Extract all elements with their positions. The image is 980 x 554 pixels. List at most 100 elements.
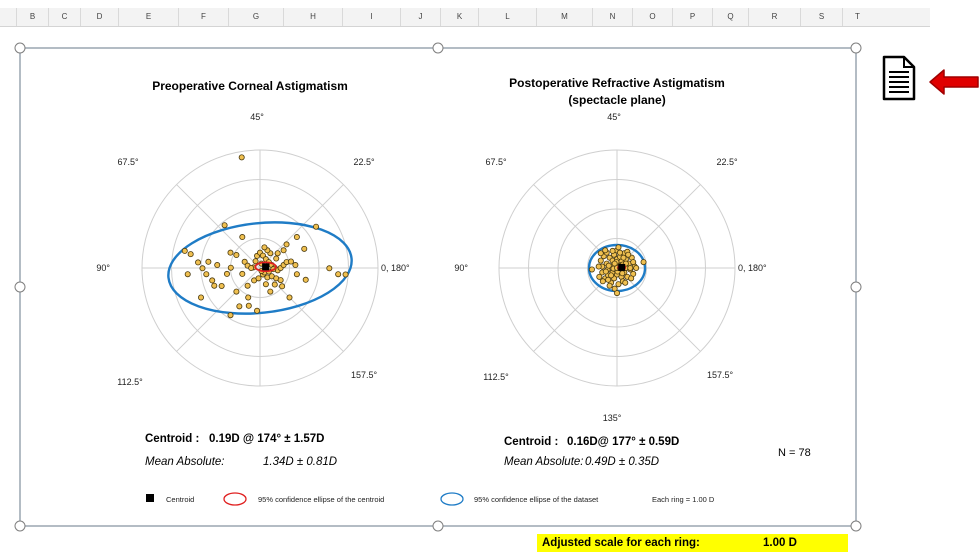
data-point	[630, 259, 637, 266]
selection-handle[interactable]	[432, 520, 444, 532]
angle-label: 0, 180°	[381, 263, 410, 273]
data-point	[218, 282, 225, 289]
data-point	[605, 276, 612, 283]
adjusted-scale-value: 1.00 D	[763, 537, 797, 549]
column-header-g[interactable]: G	[228, 8, 283, 26]
data-point	[286, 294, 293, 301]
data-point	[254, 307, 261, 314]
data-point	[301, 245, 308, 252]
selection-handle[interactable]	[850, 520, 862, 532]
data-point	[238, 154, 245, 161]
column-header-b[interactable]: B	[16, 8, 48, 26]
column-header-i[interactable]: I	[342, 8, 400, 26]
legend-centroid-label: Centroid	[166, 495, 194, 504]
legend-ring-scale: Each ring = 1.00 D	[652, 495, 715, 504]
angle-label: 22.5°	[716, 157, 738, 167]
column-header-r[interactable]: R	[748, 8, 800, 26]
left-polar-plot: 0, 180° 22.5° 45° 67.5° 90° 112.5° 157.5°	[96, 112, 410, 387]
data-confidence-ellipse	[167, 221, 353, 315]
chart-frame[interactable]	[19, 47, 857, 527]
data-point	[313, 223, 320, 230]
data-point	[640, 259, 647, 266]
column-header-o[interactable]: O	[632, 8, 672, 26]
data-point	[608, 272, 615, 279]
adjusted-scale-label: Adjusted scale for each ring:	[542, 537, 700, 549]
data-point	[197, 294, 204, 301]
angle-label: 90°	[454, 263, 468, 273]
column-header-k[interactable]: K	[440, 8, 478, 26]
column-header-n[interactable]: N	[592, 8, 632, 26]
selection-handles[interactable]	[14, 42, 862, 532]
column-header-d[interactable]: D	[80, 8, 118, 26]
data-point	[342, 271, 349, 278]
data-point	[274, 250, 281, 257]
column-header-m[interactable]: M	[536, 8, 592, 26]
data-point	[602, 247, 609, 254]
column-header-h[interactable]: H	[283, 8, 342, 26]
angle-label: 112.5°	[117, 377, 143, 387]
data-point	[209, 277, 216, 284]
data-point	[602, 268, 609, 275]
data-point	[279, 283, 286, 290]
selection-handle[interactable]	[14, 281, 26, 293]
selection-handle[interactable]	[14, 520, 26, 532]
legend-centroid-ellipse-marker	[223, 492, 247, 506]
angle-label: 112.5°	[483, 372, 509, 382]
data-point	[267, 288, 274, 295]
angle-label: 135°	[603, 413, 622, 423]
column-header-l[interactable]: L	[478, 8, 536, 26]
adjusted-scale-box: Adjusted scale for each ring: 1.00 D	[537, 534, 848, 552]
angle-label: 45°	[607, 112, 621, 122]
data-point	[239, 234, 246, 241]
centroid-confidence-ellipse	[254, 261, 277, 273]
data-point	[606, 282, 613, 289]
column-header-q[interactable]: Q	[712, 8, 748, 26]
angle-label: 0, 180°	[738, 263, 767, 273]
data-point	[248, 264, 255, 271]
column-header-p[interactable]: P	[672, 8, 712, 26]
angle-label: 45°	[250, 112, 264, 122]
column-header-c[interactable]: C	[48, 8, 80, 26]
angle-label: 67.5°	[117, 157, 139, 167]
selection-handle[interactable]	[850, 281, 862, 293]
data-point	[622, 279, 629, 286]
angle-label: 67.5°	[485, 157, 507, 167]
data-point	[283, 241, 290, 248]
polar-spoke	[176, 184, 261, 269]
data-point	[619, 270, 626, 277]
data-point	[203, 271, 210, 278]
angle-label: 22.5°	[353, 157, 375, 167]
document-icon[interactable]	[882, 55, 916, 101]
column-header-s[interactable]: S	[800, 8, 842, 26]
data-point	[609, 247, 616, 254]
arrow-left-icon	[929, 69, 979, 95]
data-point	[293, 271, 300, 278]
data-point	[214, 262, 221, 269]
column-header-t[interactable]: T	[842, 8, 872, 26]
right-polar-plot: 0, 180° 22.5° 45° 67.5° 90° 112.5° 135° 157.5°	[454, 112, 767, 423]
data-point	[302, 276, 309, 283]
selection-handle[interactable]	[432, 42, 444, 54]
column-header-j[interactable]: J	[400, 8, 440, 26]
data-point	[597, 257, 604, 264]
right-centroid-value: 0.16D@ 177° ± 0.59D	[567, 436, 679, 448]
legend-data-ellipse-marker	[440, 492, 464, 506]
column-header-f[interactable]: F	[178, 8, 228, 26]
data-point	[241, 258, 248, 265]
data-point	[273, 255, 280, 262]
data-point	[292, 262, 299, 269]
right-mean-label: Mean Absolute:	[504, 456, 583, 468]
column-header-e[interactable]: E	[118, 8, 178, 26]
data-point	[227, 264, 234, 271]
data-point	[287, 258, 294, 265]
data-point	[261, 244, 268, 251]
left-mean-label: Mean Absolute:	[145, 456, 224, 468]
right-chart-title: Postoperative Refractive Astigmatism	[509, 76, 725, 90]
selection-handle[interactable]	[14, 42, 26, 54]
data-point	[245, 294, 252, 301]
selection-handle[interactable]	[850, 42, 862, 54]
data-point	[335, 271, 342, 278]
data-point	[233, 288, 240, 295]
